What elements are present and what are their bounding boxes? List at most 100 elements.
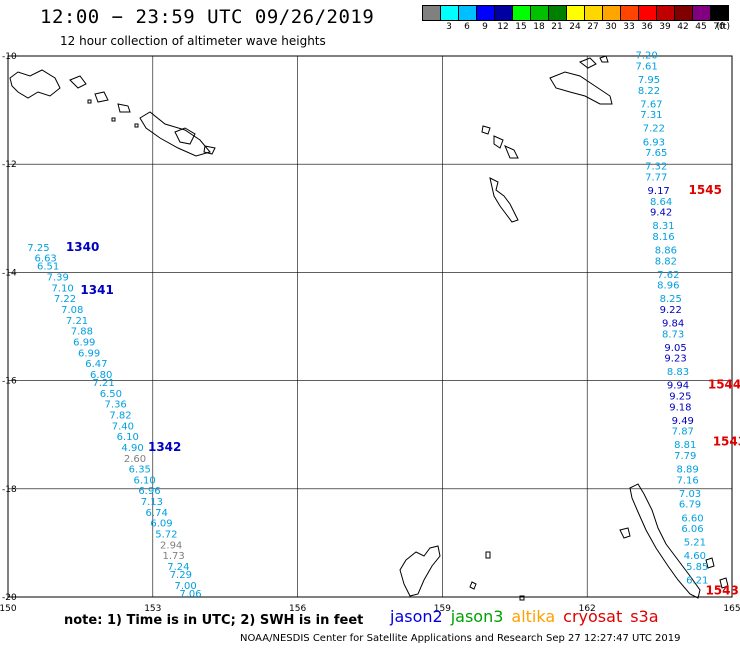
- wave-height-value: 9.25: [669, 392, 691, 403]
- wave-height-value: 8.96: [657, 281, 679, 292]
- wave-height-value: 6.99: [78, 348, 100, 359]
- pass-labels: 1340 1341 1342 1545 1544 1543 1543: [66, 183, 740, 597]
- wave-height-value: 7.13: [141, 497, 163, 508]
- wave-height-value: 7.95: [638, 75, 660, 86]
- latitude-tick-label: -14: [2, 268, 17, 278]
- wave-height-value: 7.20: [635, 51, 657, 62]
- wave-height-value: 5.21: [684, 538, 706, 549]
- wave-height-value: 7.08: [61, 305, 83, 316]
- wave-height-value: 7.36: [105, 400, 127, 411]
- wave-height-value: 9.84: [662, 319, 684, 330]
- color-scale-unit: (ft): [716, 22, 730, 32]
- wave-height-value: 7.22: [54, 294, 76, 305]
- color-scale-box: [710, 5, 729, 21]
- coastlines: [9, 55, 729, 601]
- map-subtitle: 12 hour collection of altimeter wave hei…: [60, 34, 326, 48]
- latitude-tick-label: -16: [2, 377, 17, 387]
- pass-number-label: 1340: [66, 240, 99, 254]
- color-scale-label: 18: [533, 22, 545, 32]
- wave-height-value: 6.09: [150, 519, 172, 530]
- coastline-tiny-islets: [87, 99, 139, 128]
- wave-height-value: 6.21: [686, 575, 708, 586]
- wave-height-value: 8.64: [650, 197, 672, 208]
- wave-height-value: 9.42: [650, 208, 672, 219]
- wave-height-value: 9.23: [664, 354, 686, 365]
- wave-height-value: 6.10: [133, 475, 155, 486]
- wave-height-value: 7.00: [175, 581, 197, 592]
- wave-height-value: 8.25: [660, 294, 682, 305]
- wave-height-value: 7.24: [167, 562, 189, 573]
- longitude-tick-label: 150: [0, 604, 17, 614]
- wave-height-value: 6.60: [681, 513, 703, 524]
- wave-height-value: 9.18: [669, 402, 691, 413]
- coastline-eastern-islands: [549, 71, 613, 105]
- color-scale-label: 15: [515, 22, 527, 32]
- wave-height-value: 6.93: [643, 137, 665, 148]
- wave-height-value: 7.61: [635, 62, 657, 73]
- latitude-tick-label: -12: [2, 160, 17, 170]
- wave-height-value: 7.62: [657, 270, 679, 281]
- wave-height-value: 6.74: [146, 508, 168, 519]
- wave-height-value: 8.89: [676, 465, 698, 476]
- wave-height-value: 8.86: [655, 245, 677, 256]
- pass-number-label: 1341: [80, 283, 113, 297]
- wave-height-value: 7.88: [71, 327, 93, 338]
- coastline-coral-sea-islets: [469, 551, 525, 601]
- latitude-tick-label: -20: [2, 593, 17, 603]
- coastline-new-caledonia: [629, 483, 701, 599]
- wave-height-value: 7.32: [645, 162, 667, 173]
- coastline-louisiade-small: [174, 127, 216, 155]
- wave-height-value: 7.77: [645, 172, 667, 183]
- wave-height-value: 6.06: [681, 524, 703, 535]
- pass-number-label: 1543: [705, 583, 738, 597]
- color-scale-label: 39: [659, 22, 671, 32]
- wave-height-value: 8.82: [655, 256, 677, 267]
- color-scale-label: 9: [482, 22, 488, 32]
- color-scale-label: 33: [623, 22, 635, 32]
- color-scale-label: 12: [497, 22, 509, 32]
- wave-height-value: 6.35: [129, 465, 151, 476]
- wave-height-value: 7.21: [66, 316, 88, 327]
- pass-number-label: 1342: [148, 440, 181, 454]
- wave-height-value: 7.31: [640, 110, 662, 121]
- wave-height-value: 4.90: [121, 443, 143, 454]
- color-scale-label: 21: [551, 22, 563, 32]
- map-frame: [7, 55, 733, 598]
- wave-height-value: 7.29: [170, 570, 192, 581]
- wave-height-value: 6.47: [85, 359, 107, 370]
- wave-height-value: 7.39: [47, 273, 69, 284]
- wave-height-value: 7.87: [672, 427, 694, 438]
- wave-height-value: 9.22: [660, 305, 682, 316]
- coastline-loyalty: [619, 527, 729, 589]
- credit-line: NOAA/NESDIS Center for Satellite Applica…: [240, 633, 681, 644]
- wave-height-value: 9.05: [664, 343, 686, 354]
- wave-height-value: 8.83: [667, 367, 689, 378]
- wave-height-value: 6.63: [35, 254, 57, 265]
- color-scale-labels: 3 6 9 12 15 18 21 24 27 30 33 36 39 42 45 70 (ft): [422, 21, 740, 35]
- wave-height-value: 6.99: [73, 337, 95, 348]
- color-scale-label: 42: [677, 22, 689, 32]
- wave-height-value: 7.22: [643, 124, 665, 135]
- legend-jason2: jason2: [390, 607, 443, 626]
- wave-height-value: 8.73: [662, 329, 684, 340]
- coastline-solomon-west: [9, 69, 61, 99]
- legend-jason3: jason3: [450, 607, 504, 626]
- color-scale-label: 24: [569, 22, 581, 32]
- wave-height-value: 7.79: [674, 451, 696, 462]
- wave-height-value: 7.10: [51, 283, 73, 294]
- wave-height-value: 8.31: [652, 221, 674, 232]
- wave-height-value: 6.50: [100, 389, 122, 400]
- wave-height-value: 2.94: [160, 540, 182, 551]
- wave-height-value: 6.96: [138, 486, 160, 497]
- satellite-legend: jason2 jason3 altika cryosat s3a: [390, 607, 667, 626]
- wave-height-value: 7.06: [179, 589, 201, 600]
- longitude-tick-label: 159: [434, 604, 451, 614]
- wave-height-value: 7.65: [645, 148, 667, 159]
- pass-number-label: 1543: [713, 435, 740, 449]
- wave-height-value: 8.16: [652, 232, 674, 243]
- color-scale: 3 6 9 12 15 18 21 24 27 30 33 36 39 42 45 70 (ft): [422, 5, 740, 35]
- color-scale-label: 3: [446, 22, 452, 32]
- wave-height-value: 6.80: [90, 370, 112, 381]
- footer-note: note: 1) Time is in UTC; 2) SWH is in fe…: [64, 613, 364, 628]
